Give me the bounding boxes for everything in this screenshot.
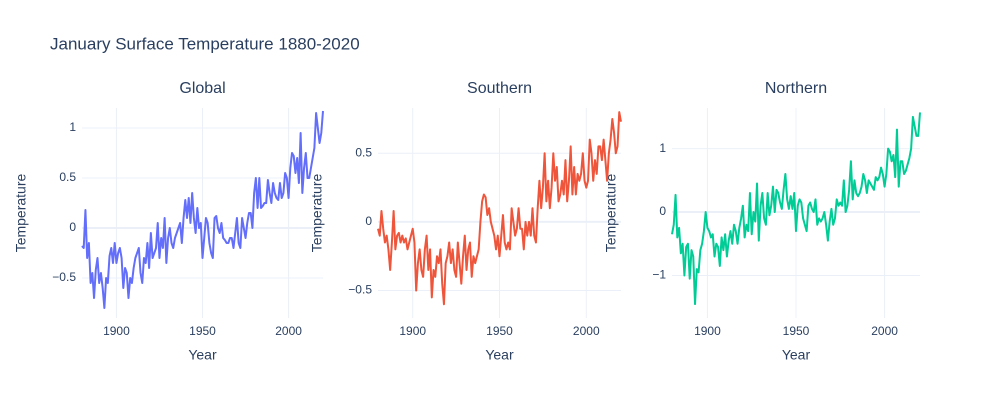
y-tick-label: 1 [69, 120, 76, 134]
x-tick-label: 1900 [103, 324, 130, 338]
x-tick-label: 2000 [573, 324, 600, 338]
y-tick-label: 0 [365, 214, 372, 228]
x-axis-title: Year [188, 347, 217, 363]
x-tick-label: 1950 [486, 324, 513, 338]
y-axis-title: Temperature [13, 173, 29, 252]
x-tick-label: 2000 [871, 324, 898, 338]
y-tick-label: 0.5 [355, 145, 372, 159]
y-tick-label: 0 [659, 204, 666, 218]
data-line [671, 112, 921, 306]
y-axis-title: Temperature [603, 173, 619, 252]
x-tick-label: 1900 [399, 324, 426, 338]
x-axis-title: Year [485, 347, 514, 363]
x-tick-label: 2000 [275, 324, 302, 338]
y-tick-label: 0.5 [59, 170, 76, 184]
x-axis-title: Year [782, 347, 811, 363]
y-tick-label: 1 [659, 141, 666, 155]
y-tick-label: −0.5 [52, 270, 76, 284]
y-tick-label: 0 [69, 220, 76, 234]
x-tick-label: 1900 [694, 324, 721, 338]
x-tick-label: 1950 [189, 324, 216, 338]
data-line [81, 110, 324, 309]
subplot-title: Southern [467, 80, 532, 97]
subplot-title: Northern [765, 80, 827, 97]
x-tick-label: 1950 [783, 324, 810, 338]
y-tick-label: −0.5 [348, 283, 372, 297]
y-axis-title: Temperature [309, 173, 325, 252]
chart-title: January Surface Temperature 1880-2020 [50, 34, 360, 53]
data-line [377, 111, 622, 306]
y-tick-label: −1 [652, 268, 666, 282]
subplot-title: Global [179, 80, 225, 97]
